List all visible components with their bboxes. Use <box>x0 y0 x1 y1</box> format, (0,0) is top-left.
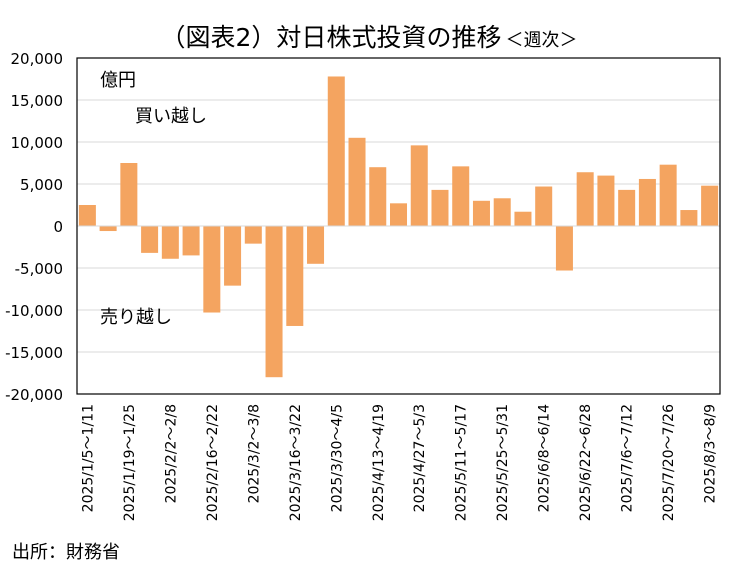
x-tick-label: 2025/7/20～7/26 <box>661 404 677 521</box>
bar <box>307 226 325 264</box>
bar <box>493 198 511 226</box>
bar <box>680 210 698 226</box>
x-tick-label: 2025/4/13～4/19 <box>371 404 387 521</box>
bar <box>597 175 615 226</box>
bar <box>410 145 428 226</box>
buy-annotation: 買い越し <box>135 106 207 127</box>
bar <box>78 205 96 226</box>
bar <box>555 226 573 271</box>
x-tick-label: 2025/5/25～5/31 <box>495 404 511 521</box>
y-tick-label: -20,000 <box>5 386 63 404</box>
y-tick-label: 10,000 <box>11 134 64 152</box>
bar <box>203 226 221 313</box>
bar <box>265 226 283 378</box>
bar <box>369 167 387 226</box>
y-tick-label: 15,000 <box>11 92 64 110</box>
y-tick-label: 5,000 <box>20 176 63 194</box>
bar <box>327 76 345 226</box>
x-tick-label: 2025/6/8～6/14 <box>537 404 553 512</box>
x-tick-label: 2025/5/11～5/17 <box>454 404 470 521</box>
chart-title: （図表2）対日株式投資の推移 ＜週次＞ <box>0 18 738 54</box>
source-note: 出所：財務省 <box>12 542 120 563</box>
bar <box>576 172 594 226</box>
bar <box>514 211 532 226</box>
bar <box>161 226 179 259</box>
bar <box>348 137 366 226</box>
x-tick-label: 2025/2/2～2/8 <box>163 404 179 503</box>
x-tick-label: 2025/4/27～5/3 <box>412 404 428 512</box>
y-tick-label: -10,000 <box>5 302 63 320</box>
bar <box>701 185 719 226</box>
x-tick-label: 2025/7/6～7/12 <box>620 404 636 512</box>
y-tick-label: 0 <box>53 218 63 236</box>
bar <box>618 189 636 226</box>
bar <box>286 226 304 326</box>
x-tick-label: 2025/8/3～8/9 <box>703 404 719 503</box>
x-tick-label: 2025/6/22～6/28 <box>578 404 594 521</box>
x-tick-label: 2025/2/16～2/22 <box>205 404 221 521</box>
bar <box>120 163 138 226</box>
bar <box>452 166 470 226</box>
y-tick-label: -15,000 <box>5 344 63 362</box>
bar <box>141 226 159 253</box>
bar <box>244 226 262 244</box>
bar <box>659 164 677 226</box>
plot-area-frame <box>76 57 721 395</box>
bar <box>99 226 117 232</box>
y-axis-tick-labels: -20,000 -15,000 -10,000 -5,000 0 5,000 10,000 1… <box>5 50 63 404</box>
bar <box>472 200 490 226</box>
x-tick-label: 2025/3/2～3/8 <box>246 404 262 503</box>
bar <box>535 186 553 226</box>
bar <box>431 189 449 226</box>
bar <box>390 203 408 226</box>
bar-series <box>78 76 719 378</box>
x-tick-label: 2025/3/16～3/22 <box>288 404 304 521</box>
y-tick-label: 20,000 <box>11 50 64 68</box>
y-tick-label: -5,000 <box>15 260 63 278</box>
x-axis-tick-labels: 2025/1/5～1/11 2025/1/19～1/25 2025/2/2～2/8 2… <box>80 404 718 521</box>
x-tick-label: 2025/1/5～1/11 <box>80 404 96 512</box>
chart-title-main: （図表2）対日株式投資の推移 <box>160 23 502 52</box>
bar <box>638 178 656 226</box>
x-tick-label: 2025/3/30～4/5 <box>329 404 345 512</box>
unit-label: 億円 <box>100 70 136 91</box>
bar <box>182 226 200 256</box>
chart-subtitle: ＜週次＞ <box>505 30 578 51</box>
x-tick-label: 2025/1/19～1/25 <box>122 404 138 521</box>
bar <box>224 226 242 286</box>
sell-annotation: 売り越し <box>100 307 172 328</box>
